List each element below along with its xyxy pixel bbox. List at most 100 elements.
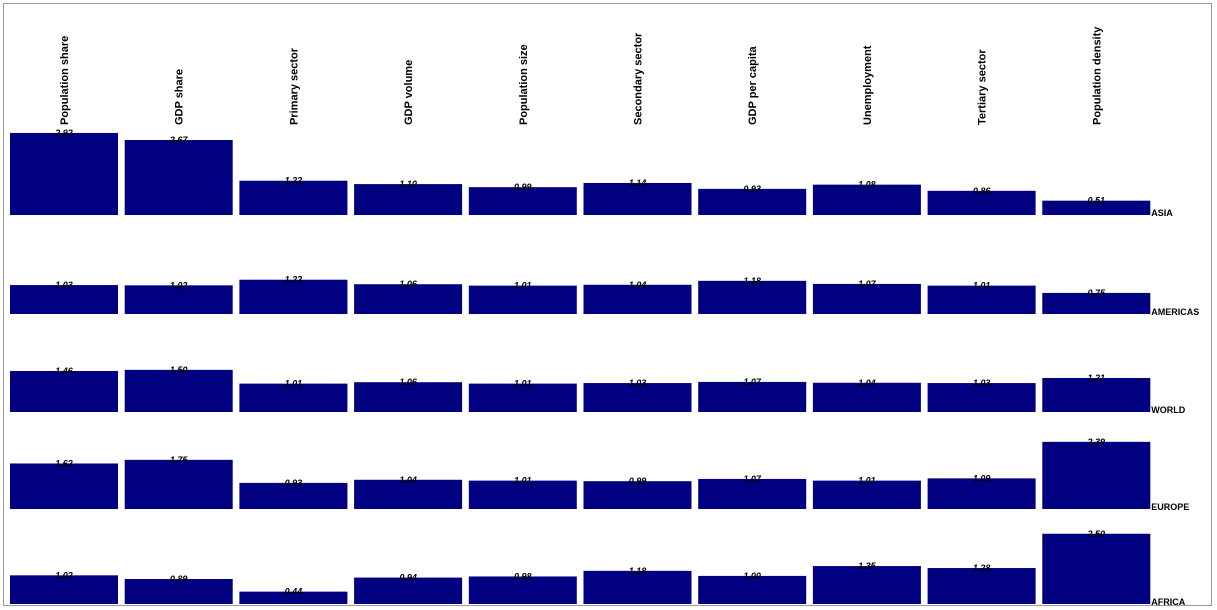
value-label-americas-population-size: 1.01	[514, 281, 532, 291]
value-label-africa-gdp-share: 0.89	[170, 574, 188, 584]
value-label-world-unemployment: 1.04	[858, 378, 876, 388]
value-label-asia-population-size: 0.99	[514, 182, 532, 192]
bar-africa-tertiary-sector	[927, 568, 1036, 604]
value-label-africa-gdp-per-capita: 1.00	[743, 571, 761, 581]
value-label-europe-gdp-volume: 1.04	[399, 475, 417, 485]
value-label-europe-population-density: 2.39	[1087, 437, 1106, 447]
column-header-primary-sector: Primary sector	[288, 47, 300, 125]
bar-africa-population-size	[468, 576, 577, 604]
value-label-africa-population-density: 2.50	[1087, 529, 1106, 539]
bar-asia-gdp-per-capita	[698, 188, 807, 215]
value-label-asia-population-share: 2.92	[54, 128, 73, 138]
value-label-africa-gdp-volume: 0.94	[399, 573, 417, 583]
row-label-asia: ASIA	[1151, 208, 1173, 218]
bar-americas-primary-sector	[239, 279, 348, 314]
column-header-unemployment: Unemployment	[862, 45, 874, 125]
value-label-americas-secondary-sector: 1.04	[629, 280, 647, 290]
value-label-americas-unemployment: 1.07	[858, 279, 877, 289]
bar-asia-gdp-volume	[354, 184, 463, 215]
bar-americas-population-size	[468, 285, 577, 314]
column-header-tertiary-sector: Tertiary sector	[977, 49, 989, 125]
bar-americas-population-density	[1042, 292, 1151, 314]
value-label-africa-population-size: 0.98	[514, 571, 532, 581]
value-label-world-population-density: 1.21	[1088, 373, 1106, 383]
value-label-asia-tertiary-sector: 0.86	[973, 186, 992, 196]
value-label-africa-unemployment: 1.35	[858, 561, 877, 571]
bar-africa-secondary-sector	[583, 570, 692, 604]
bar-africa-primary-sector	[239, 591, 348, 604]
value-label-europe-population-size: 1.01	[514, 476, 532, 486]
column-header-population-density: Population density	[1091, 26, 1103, 125]
bar-world-gdp-share	[124, 369, 233, 412]
bar-europe-population-share	[10, 463, 118, 509]
bar-asia-population-density	[1042, 200, 1151, 215]
bar-world-gdp-volume	[354, 382, 463, 412]
bar-europe-gdp-share	[124, 459, 233, 509]
bar-europe-unemployment	[812, 480, 921, 509]
bar-europe-population-size	[468, 480, 577, 509]
value-label-europe-gdp-per-capita: 1.07	[743, 474, 762, 484]
bar-europe-tertiary-sector	[927, 478, 1036, 509]
bar-africa-unemployment	[812, 566, 921, 604]
value-label-world-gdp-volume: 1.06	[399, 377, 418, 387]
value-label-europe-gdp-share: 1.75	[170, 455, 189, 465]
bar-world-secondary-sector	[583, 383, 692, 412]
bar-americas-secondary-sector	[583, 284, 692, 314]
value-label-europe-primary-sector: 0.93	[285, 478, 303, 488]
value-label-asia-primary-sector: 1.22	[285, 176, 303, 186]
value-label-europe-secondary-sector: 0.99	[629, 476, 647, 486]
value-label-africa-secondary-sector: 1.18	[629, 566, 647, 576]
row-label-americas: AMERICAS	[1151, 307, 1199, 317]
bar-europe-secondary-sector	[583, 481, 692, 509]
bar-world-population-share	[10, 370, 118, 412]
value-label-world-population-share: 1.46	[55, 366, 74, 376]
column-header-gdp-volume: GDP volume	[403, 60, 415, 125]
row-label-europe: EUROPE	[1151, 502, 1189, 512]
value-label-world-tertiary-sector: 1.03	[973, 378, 991, 388]
bar-americas-population-share	[10, 285, 118, 314]
bar-world-population-density	[1042, 377, 1151, 412]
value-label-asia-secondary-sector: 1.14	[629, 178, 647, 188]
bar-world-tertiary-sector	[927, 383, 1036, 412]
value-label-world-primary-sector: 1.01	[285, 379, 303, 389]
row-label-world: WORLD	[1151, 405, 1185, 415]
bar-africa-population-density	[1042, 533, 1151, 604]
value-label-world-gdp-per-capita: 1.07	[743, 377, 762, 387]
value-label-world-secondary-sector: 1.03	[629, 378, 647, 388]
column-header-population-share: Population share	[59, 36, 71, 125]
value-label-americas-population-share: 1.03	[55, 280, 73, 290]
bar-world-primary-sector	[239, 383, 348, 412]
value-label-asia-gdp-per-capita: 0.93	[743, 184, 761, 194]
bar-americas-tertiary-sector	[927, 285, 1036, 314]
bar-africa-population-share	[10, 575, 118, 604]
value-label-asia-gdp-volume: 1.10	[399, 179, 417, 189]
bar-asia-primary-sector	[239, 180, 348, 215]
value-label-europe-population-share: 1.62	[55, 458, 73, 468]
value-label-americas-primary-sector: 1.22	[285, 275, 303, 285]
value-label-americas-gdp-volume: 1.06	[399, 279, 418, 289]
value-label-world-gdp-share: 1.50	[170, 365, 188, 375]
column-header-gdp-share: GDP share	[174, 69, 186, 125]
bar-asia-population-size	[468, 187, 577, 215]
column-header-gdp-per-capita: GDP per capita	[747, 45, 759, 125]
value-label-americas-tertiary-sector: 1.01	[973, 281, 991, 291]
bar-asia-secondary-sector	[583, 182, 692, 215]
bar-americas-gdp-volume	[354, 284, 463, 314]
bar-asia-gdp-share	[124, 139, 233, 215]
value-label-africa-primary-sector: 0.44	[285, 587, 303, 597]
bar-world-unemployment	[812, 382, 921, 412]
bar-africa-gdp-share	[124, 578, 233, 604]
small-multiples-bar-chart: Population share GDP share Primary sector G…	[10, 26, 1199, 607]
bar-world-population-size	[468, 383, 577, 412]
bar-americas-gdp-per-capita	[698, 280, 807, 314]
bar-europe-gdp-volume	[354, 479, 463, 509]
row-label-africa: AFRICA	[1151, 597, 1185, 607]
value-label-asia-gdp-share: 2.67	[169, 135, 189, 145]
value-label-africa-tertiary-sector: 1.28	[973, 563, 991, 573]
bar-europe-gdp-per-capita	[698, 478, 807, 509]
bar-asia-population-share	[10, 132, 118, 215]
value-label-americas-gdp-share: 1.02	[170, 280, 188, 290]
bar-world-gdp-per-capita	[698, 381, 807, 412]
bar-africa-gdp-per-capita	[698, 575, 807, 604]
bar-americas-gdp-share	[124, 285, 233, 314]
